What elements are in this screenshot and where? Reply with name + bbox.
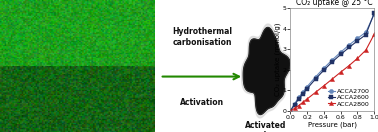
ACCA2700 [288, 110, 293, 112]
ACCA2800 [355, 58, 360, 59]
ACCA2700 [322, 67, 326, 69]
ACCA2800 [372, 34, 376, 35]
Legend: ACCA2700, ACCA2600, ACCA2800: ACCA2700, ACCA2600, ACCA2800 [326, 87, 371, 108]
Y-axis label: CO₂ uptake (mmol/g): CO₂ uptake (mmol/g) [274, 23, 281, 96]
ACCA2700 [292, 103, 297, 104]
Text: CO₂ uptake @ 25 °C: CO₂ uptake @ 25 °C [296, 0, 373, 7]
ACCA2600 [305, 88, 310, 89]
ACCA2600 [296, 98, 301, 100]
X-axis label: Pressure (bar): Pressure (bar) [308, 121, 357, 128]
Line: ACCA2800: ACCA2800 [288, 32, 376, 113]
ACCA2600 [330, 61, 335, 63]
ACCA2800 [296, 105, 301, 106]
ACCA2800 [313, 92, 318, 93]
ACCA2700 [313, 76, 318, 78]
Line: ACCA2700: ACCA2700 [288, 12, 376, 113]
ACCA2600 [301, 93, 305, 94]
Text: Hydrothermal
carbonisation: Hydrothermal carbonisation [172, 27, 232, 47]
ACCA2800 [338, 71, 343, 73]
ACCA2800 [330, 78, 335, 80]
Line: ACCA2600: ACCA2600 [288, 11, 376, 113]
ACCA2700 [301, 91, 305, 93]
Text: Activation: Activation [180, 98, 224, 107]
ACCA2700 [355, 38, 360, 39]
ACCA2600 [288, 110, 293, 112]
ACCA2800 [301, 101, 305, 103]
ACCA2700 [338, 51, 343, 53]
ACCA2600 [364, 34, 368, 36]
ACCA2700 [364, 31, 368, 33]
ACCA2600 [355, 40, 360, 42]
ACCA2600 [338, 54, 343, 55]
ACCA2600 [347, 47, 351, 48]
ACCA2600 [292, 104, 297, 105]
ACCA2600 [372, 12, 376, 14]
Polygon shape [242, 24, 292, 118]
ACCA2800 [322, 85, 326, 87]
ACCA2700 [296, 97, 301, 98]
Text: Activated
carbon: Activated carbon [245, 121, 287, 132]
ACCA2700 [347, 44, 351, 46]
ACCA2600 [322, 69, 326, 71]
ACCA2700 [372, 13, 376, 15]
ACCA2600 [313, 78, 318, 80]
ACCA2800 [364, 49, 368, 51]
ACCA2800 [288, 110, 293, 112]
ACCA2700 [330, 59, 335, 61]
Polygon shape [243, 27, 290, 114]
ACCA2800 [347, 65, 351, 66]
ACCA2700 [305, 86, 310, 87]
ACCA2800 [305, 98, 310, 100]
ACCA2800 [292, 108, 297, 109]
